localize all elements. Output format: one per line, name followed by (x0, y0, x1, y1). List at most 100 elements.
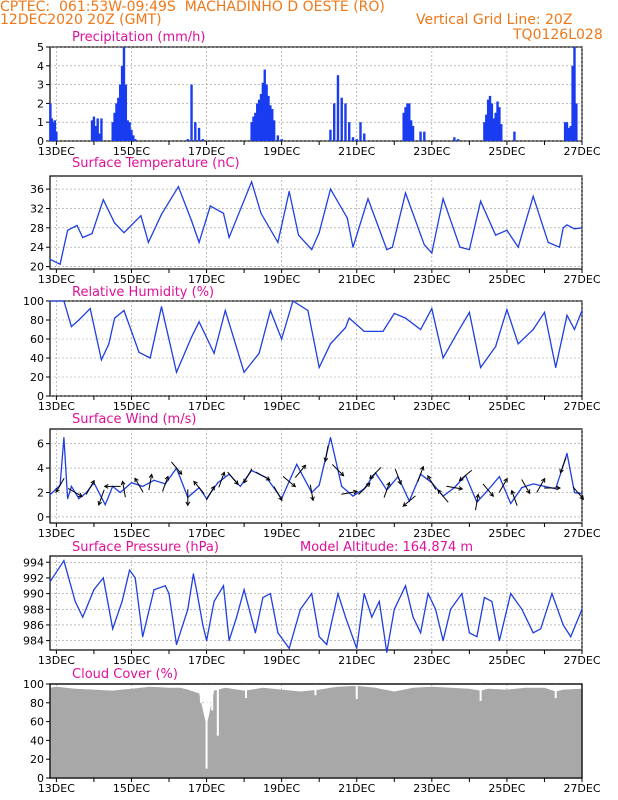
temp-point (260, 212, 262, 214)
temp-point (468, 249, 470, 251)
x-tick-label: 13DEC (38, 654, 75, 667)
rh-point (224, 309, 226, 312)
rh-point (307, 309, 309, 312)
rh-point (382, 330, 384, 332)
precip-bar (55, 131, 58, 141)
pressure-point (461, 593, 463, 595)
wind-arrowhead (489, 492, 494, 497)
pressure-point (262, 596, 264, 599)
temp-point (386, 249, 388, 251)
wind-arrow (474, 494, 479, 511)
y-tick-label: 32 (30, 202, 44, 215)
pressure-point (311, 593, 313, 595)
wind-arrow (255, 471, 271, 481)
x-tick-label: 17DEC (188, 654, 225, 667)
x-tick-label: 19DEC (263, 400, 300, 413)
y-tick-label: 3 (37, 79, 44, 92)
pressure-point (498, 640, 501, 642)
y-tick-label: 40 (30, 734, 44, 747)
precip-bar (252, 116, 255, 141)
rh-point (517, 343, 519, 345)
precip-bar (100, 118, 103, 141)
y-tick-label: 28 (30, 222, 44, 235)
wind-line (49, 437, 583, 507)
header-model-id: TQ0126L028 (513, 27, 603, 43)
rh-point (190, 336, 193, 338)
wind-arrowhead (402, 502, 408, 507)
rh-point (108, 343, 110, 345)
pressure-point (551, 593, 553, 595)
pressure-point (356, 647, 358, 650)
x-tick-label: 19DEC (263, 145, 300, 158)
temp-point (209, 205, 211, 207)
wind-arrow (309, 484, 314, 501)
y-tick-label: 6 (37, 438, 44, 451)
precip-bar (329, 129, 332, 141)
y-tick-label: 0 (37, 390, 44, 403)
pressure-point (378, 600, 380, 603)
wind-arrow (122, 481, 126, 498)
precip-bar (250, 122, 253, 141)
pressure-point (134, 577, 136, 579)
precip-bar (90, 120, 94, 141)
wind-point (239, 485, 241, 487)
rh-point (419, 328, 422, 331)
wind-point (63, 436, 65, 439)
precip-bar (575, 103, 578, 141)
wind-point (104, 504, 106, 506)
precip-bar (120, 65, 124, 141)
temp-point (123, 232, 125, 234)
precip-bar (351, 137, 355, 141)
pressure-point (222, 585, 225, 587)
pressure-point (49, 581, 51, 583)
rh-point (532, 328, 534, 331)
wind-arrowhead (134, 477, 139, 483)
x-tick-label: 15DEC (113, 527, 150, 540)
y-tick-label: 992 (23, 572, 44, 585)
header-date: 12DEC2020 20Z (GMT) (0, 12, 162, 28)
wind-point (510, 502, 512, 505)
rh-line (50, 299, 583, 375)
pressure-point (337, 593, 339, 595)
temp-point (423, 244, 425, 246)
precip-bar (98, 133, 101, 141)
precip-bar (267, 95, 270, 141)
temp-panel: 20 24 28 32 36 13DEC 15DEC 17DEC 19DEC 21DEC 23DEC… (30, 175, 601, 286)
precip-bar (194, 122, 197, 141)
precip-bar (571, 65, 574, 141)
x-tick-label: 13DEC (38, 527, 75, 540)
y-tick-label: 80 (30, 697, 44, 710)
precip-bar (486, 99, 490, 141)
precip-bar (190, 84, 193, 141)
wind-arrow (383, 482, 390, 498)
precip-bar (500, 124, 503, 141)
wind-point (341, 485, 343, 487)
rh-point (543, 311, 546, 313)
wind-point (352, 495, 354, 497)
precip-bar (498, 107, 501, 141)
pressure-point (299, 608, 302, 610)
rh-point (348, 317, 350, 319)
temp-point (480, 200, 482, 202)
x-tick-label: 27DEC (563, 782, 600, 795)
wind-arrowhead (278, 496, 283, 502)
precip-bar (122, 47, 126, 141)
pressure-point (442, 640, 444, 642)
wind-arrowhead (310, 496, 315, 502)
temp-point (558, 246, 561, 248)
cloud-cover-area (50, 685, 582, 778)
wind-arrow (227, 471, 239, 485)
wind-point (573, 491, 576, 494)
precip-bar (408, 103, 411, 141)
precip-bar (496, 101, 499, 141)
rh-point (573, 328, 576, 331)
precip-bar (271, 109, 274, 141)
temp-point (311, 249, 313, 251)
y-tick-label: 0 (37, 135, 44, 148)
rh-point (63, 300, 65, 302)
pressure-point (112, 628, 114, 630)
x-tick-label: 17DEC (188, 273, 225, 286)
wind-arrowhead (510, 489, 516, 495)
pressure-point (393, 608, 395, 610)
pressure-point (121, 600, 123, 603)
